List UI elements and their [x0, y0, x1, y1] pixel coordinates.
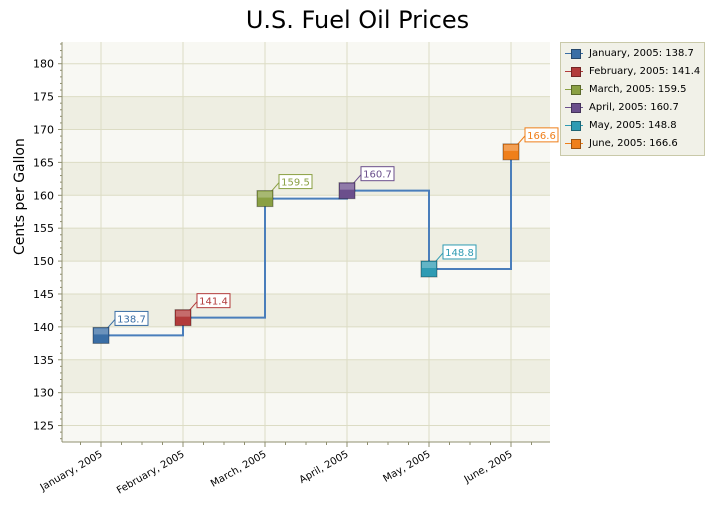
- legend-swatch: [571, 49, 581, 59]
- legend-item: March, 2005: 159.5: [561, 81, 704, 99]
- y-tick-label: 135: [33, 354, 54, 367]
- x-tick-label: January, 2005: [38, 449, 105, 494]
- legend-label: January, 2005: 138.7: [589, 48, 694, 59]
- y-tick-label: 125: [33, 420, 54, 433]
- data-label: 166.6: [527, 131, 556, 142]
- data-point: [256, 190, 274, 208]
- x-tick-label: April, 2005: [298, 449, 351, 486]
- data-label-box: [196, 293, 231, 309]
- data-point-highlight: [176, 310, 190, 317]
- grid-band: [62, 42, 550, 64]
- legend-label: April, 2005: 160.7: [589, 102, 679, 113]
- data-point-highlight: [258, 191, 272, 198]
- y-tick-label: 180: [33, 58, 54, 71]
- data-point: [92, 326, 110, 344]
- data-point: [174, 309, 192, 327]
- legend-label: February, 2005: 141.4: [589, 66, 701, 77]
- legend-item: January, 2005: 138.7: [561, 45, 704, 63]
- legend-label: March, 2005: 159.5: [589, 84, 687, 95]
- legend-swatch: [571, 121, 581, 131]
- data-point-highlight: [422, 261, 436, 268]
- data-point-highlight: [504, 144, 518, 151]
- y-tick-label: 160: [33, 189, 54, 202]
- y-tick-label: 155: [33, 222, 54, 235]
- grid-band: [62, 228, 550, 262]
- data-label-box: [524, 127, 559, 143]
- y-tick-label: 145: [33, 288, 54, 301]
- y-tick-label: 175: [33, 91, 54, 104]
- x-tick-label: May, 2005: [382, 449, 433, 485]
- data-label-box: [114, 310, 149, 326]
- x-tick-label: February, 2005: [115, 449, 186, 497]
- legend-item: February, 2005: 141.4: [561, 63, 704, 81]
- legend-swatch: [571, 85, 581, 95]
- legend-swatch: [571, 139, 581, 149]
- data-label-box: [360, 166, 395, 182]
- legend-label: May, 2005: 148.8: [589, 120, 677, 131]
- x-tick-label: June, 2005: [462, 449, 515, 486]
- data-label: 138.7: [117, 314, 146, 325]
- data-label: 160.7: [363, 170, 392, 181]
- data-point: [420, 260, 438, 278]
- data-label: 148.8: [445, 248, 474, 259]
- chart-title: U.S. Fuel Oil Prices: [245, 6, 470, 34]
- y-tick-label: 150: [33, 255, 54, 268]
- data-label-box: [442, 244, 477, 260]
- data-label-box: [278, 174, 313, 190]
- data-point: [502, 143, 520, 161]
- legend-swatch: [571, 67, 581, 77]
- data-label: 159.5: [281, 178, 310, 189]
- legend: January, 2005: 138.7 February, 2005: 141.…: [560, 42, 705, 156]
- legend-item: June, 2005: 166.6: [561, 135, 704, 153]
- y-tick-label: 140: [33, 321, 54, 334]
- data-point-highlight: [340, 183, 354, 190]
- grid-band: [62, 359, 550, 393]
- grid-band: [62, 96, 550, 130]
- legend-swatch: [571, 103, 581, 113]
- legend-item: April, 2005: 160.7: [561, 99, 704, 117]
- x-tick-label: March, 2005: [209, 449, 268, 490]
- data-label: 141.4: [199, 297, 228, 308]
- legend-item: May, 2005: 148.8: [561, 117, 704, 135]
- data-point-highlight: [94, 328, 108, 335]
- y-tick-label: 130: [33, 387, 54, 400]
- data-point: [338, 182, 356, 200]
- legend-label: June, 2005: 166.6: [589, 138, 678, 149]
- y-tick-label: 165: [33, 156, 54, 169]
- y-tick-label: 170: [33, 124, 54, 137]
